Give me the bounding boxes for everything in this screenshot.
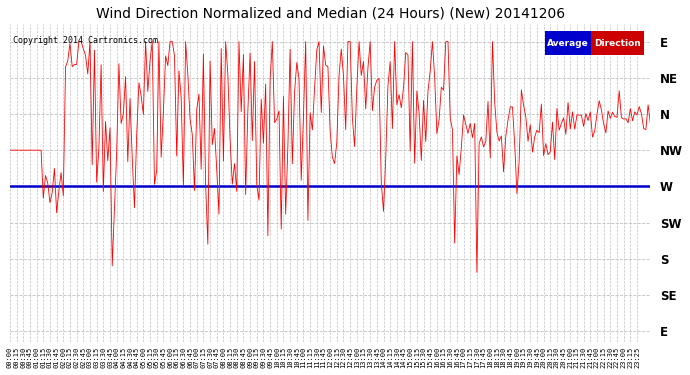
Bar — [544, 32, 591, 56]
Title: Wind Direction Normalized and Median (24 Hours) (New) 20141206: Wind Direction Normalized and Median (24… — [96, 7, 564, 21]
Text: Copyright 2014 Cartronics.com: Copyright 2014 Cartronics.com — [13, 36, 158, 45]
Text: Direction: Direction — [594, 39, 641, 48]
Bar — [591, 32, 644, 56]
Text: Average: Average — [547, 39, 589, 48]
